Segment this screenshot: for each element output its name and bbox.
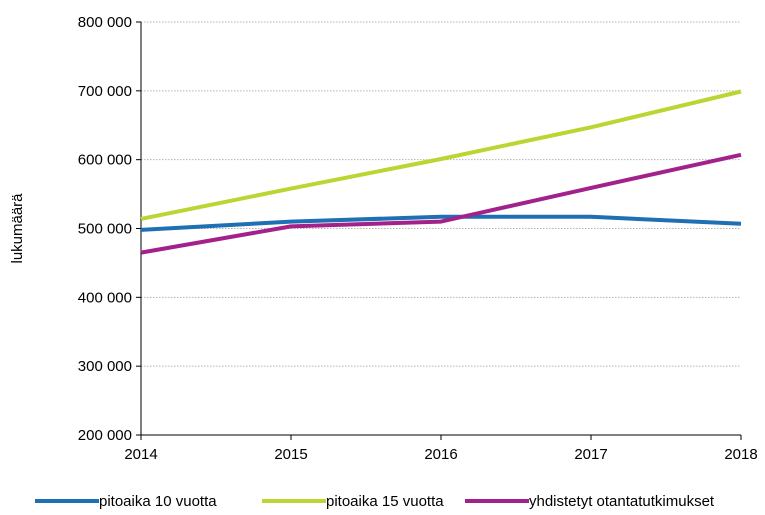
y-tick-label-4: 600 000 (78, 152, 132, 169)
gridlines (141, 21, 741, 367)
legend-label-0: pitoaika 10 vuotta (99, 493, 217, 510)
legend: pitoaika 10 vuotta pitoaika 15 vuotta yhdi… (35, 493, 715, 510)
tick-labels: 200 000 300 000 400 000 500 000 600 000 700 0… (78, 14, 758, 463)
x-tick-label-2: 2016 (424, 446, 457, 463)
x-tick-label-1: 2015 (274, 446, 307, 463)
y-tick-label-6: 800 000 (78, 14, 132, 31)
legend-label-2: yhdistetyt otantatutkimukset (529, 493, 715, 510)
series-line-1 (140, 89, 742, 221)
x-tick-label-0: 2014 (124, 446, 157, 463)
y-tick-label-2: 400 000 (78, 289, 132, 306)
series-line-0 (140, 214, 742, 232)
legend-label-1: pitoaika 15 vuotta (326, 493, 444, 510)
y-tick-label-3: 500 000 (78, 221, 132, 238)
y-tick-label-1: 300 000 (78, 358, 132, 375)
x-tick-label-4: 2018 (724, 446, 757, 463)
y-tick-label-0: 200 000 (78, 427, 132, 444)
y-tick-label-5: 700 000 (78, 83, 132, 100)
y-axis-title: lukumäärä (9, 193, 26, 264)
axes (136, 21, 742, 440)
x-tick-label-3: 2017 (574, 446, 607, 463)
series-lines (140, 89, 742, 255)
series-line-2 (140, 152, 742, 255)
